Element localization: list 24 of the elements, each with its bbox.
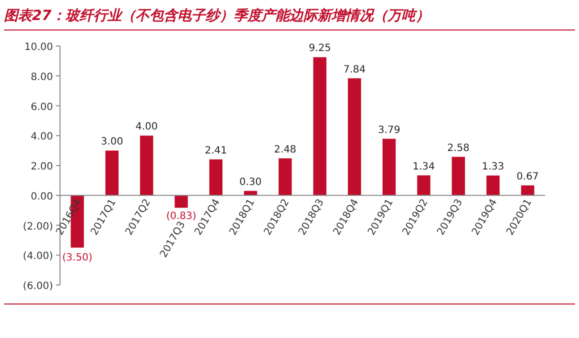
data-label: 3.79 (378, 124, 400, 136)
data-label: 0.67 (516, 171, 539, 182)
data-label: 1.34 (412, 161, 435, 172)
data-label: 2.48 (274, 144, 296, 156)
y-tick-label: 2.00 (30, 162, 53, 172)
data-label: (0.83) (166, 210, 196, 222)
y-tick-label: 0.00 (30, 191, 53, 202)
title: 图表27：玻纤行业（不包含电子纱）季度产能边际新增情况（万吨） (4, 8, 430, 24)
y-tick-label: 8.00 (30, 72, 53, 83)
data-label: (3.50) (62, 252, 92, 264)
y-tick-label: (6.00) (22, 281, 54, 292)
y-tick-label: 6.00 (30, 102, 53, 113)
y-tick-label: (4.00) (22, 251, 54, 262)
data-label: 9.25 (308, 43, 331, 54)
y-tick-label: (2.00) (22, 221, 54, 232)
y-tick-label: 10.00 (24, 42, 53, 53)
data-label: 0.30 (239, 176, 262, 188)
data-label: 4.00 (135, 122, 158, 133)
data-label: 3.00 (100, 136, 124, 148)
data-label: 1.33 (482, 162, 504, 173)
y-tick-label: 4.00 (30, 132, 53, 143)
data-label: 2.58 (447, 142, 470, 154)
data-label: 2.41 (204, 145, 228, 156)
data-label: 7.84 (343, 64, 366, 76)
